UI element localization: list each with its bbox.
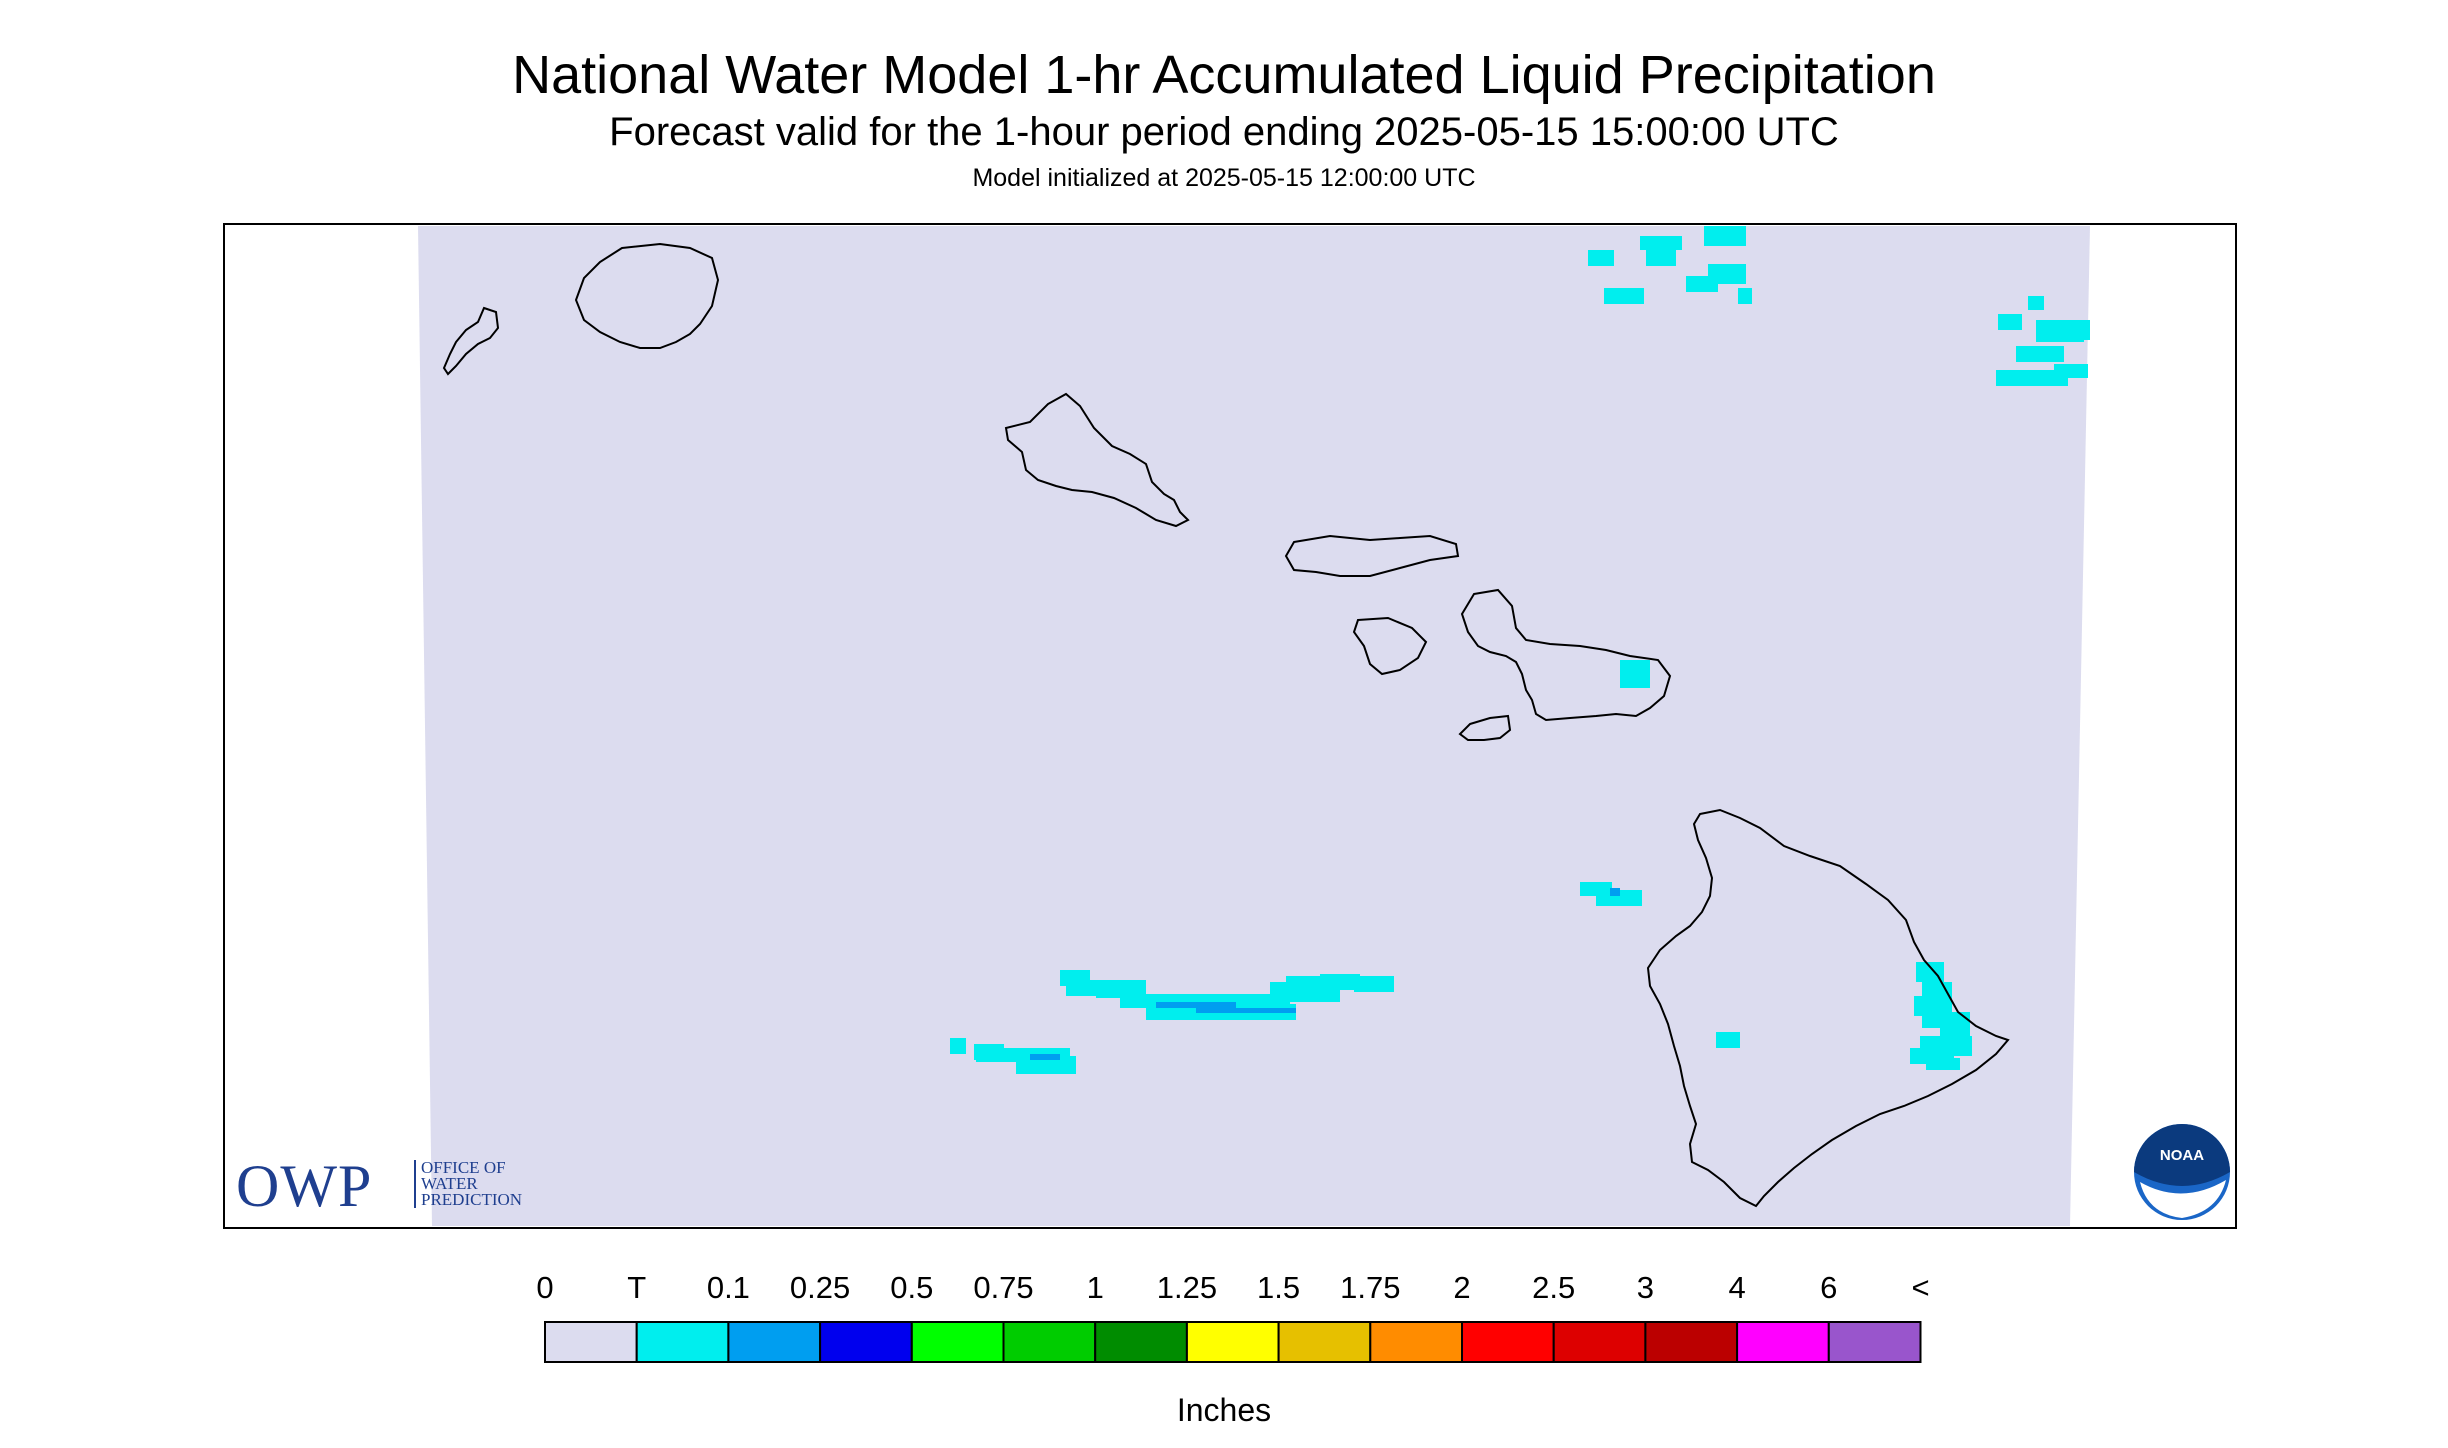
legend-swatch: [544, 1321, 638, 1363]
legend-label: 1: [1086, 1270, 1104, 1305]
owp-logo-subtitle: OFFICE OF WATER PREDICTION: [414, 1158, 523, 1209]
legend-label: 1.25: [1156, 1270, 1218, 1305]
forecast-subtitle: Forecast valid for the 1-hour period end…: [609, 110, 1839, 154]
precip-cell: [2070, 320, 2090, 340]
precip-cell: [1354, 976, 1394, 992]
precip-cell: [1646, 244, 1676, 266]
owp-logo-line3: PREDICTION: [421, 1190, 523, 1209]
coastline-kahoolawe: [1458, 714, 1512, 741]
precip-cell: [2016, 346, 2064, 362]
precip-cell: [1916, 962, 1944, 982]
coastline-oahu: [1004, 392, 1190, 528]
precip-cell: [2054, 364, 2088, 378]
precip-cell: [1604, 288, 1644, 304]
precip-cell: [1596, 890, 1642, 906]
legend-label: 4: [1728, 1270, 1746, 1305]
legend-swatch: [1552, 1321, 1647, 1363]
precip-cell: [1096, 980, 1146, 998]
legend-label: 2: [1453, 1270, 1471, 1305]
noaa-logo: NOAA: [2134, 1124, 2230, 1220]
precip-cell: [1588, 250, 1614, 266]
legend-swatch: [1369, 1321, 1464, 1363]
precip-cell-moderate: [1030, 1054, 1060, 1060]
precip-cell: [1704, 226, 1746, 246]
legend-swatch: [1644, 1321, 1739, 1363]
coastline-kauai: [574, 242, 720, 349]
owp-logo-line2: WATER: [421, 1174, 478, 1193]
legend-label: 0.75: [973, 1270, 1034, 1305]
legend-swatch: [1461, 1321, 1555, 1363]
legend-units-label: Inches: [1176, 1392, 1272, 1428]
legend-swatch: [1094, 1321, 1188, 1363]
legend-label: 2.5: [1532, 1270, 1576, 1305]
coastlines: [442, 242, 2010, 1208]
precip-cell: [1716, 1032, 1740, 1048]
legend-label: 1.75: [1340, 1270, 1401, 1305]
precip-cell-moderate: [1156, 1002, 1236, 1008]
legend-swatch: [727, 1321, 822, 1363]
coastline-niihau: [442, 306, 500, 376]
precip-cell: [950, 1038, 966, 1054]
legend-swatch: [910, 1321, 1005, 1363]
coastline-molokai: [1284, 534, 1460, 577]
precip-cell: [1620, 660, 1650, 688]
noaa-logo-text: NOAA: [2160, 1147, 2204, 1164]
legend-swatch: [1736, 1321, 1830, 1363]
precip-cell-moderate: [1196, 1008, 1296, 1013]
legend-swatch: [635, 1321, 730, 1363]
legend-label: 1.5: [1257, 1270, 1301, 1305]
legend-label: 0.5: [890, 1270, 934, 1305]
coastline-maui: [1460, 588, 1672, 722]
precip-cell: [1926, 1058, 1960, 1070]
precipitation-cells: [950, 226, 2090, 1074]
legend-label: 0.1: [706, 1270, 750, 1305]
legend-label: T: [627, 1270, 647, 1305]
legend-swatch: [1002, 1321, 1097, 1363]
model-domain-area: [418, 226, 2090, 1226]
legend-swatch: [1185, 1321, 1280, 1363]
chart-title: National Water Model 1-hr Accumulated Li…: [512, 45, 1936, 105]
coastline-hawaii: [1646, 808, 2010, 1208]
precip-cell-moderate: [1610, 888, 1620, 896]
legend-label: 0.25: [789, 1270, 851, 1305]
precip-cell: [1738, 288, 1752, 304]
legend-label: <: [1911, 1270, 1930, 1305]
precip-cell: [1996, 370, 2068, 386]
precip-cell: [1998, 314, 2022, 330]
legend-label: 3: [1636, 1270, 1655, 1305]
legend-label: 0: [536, 1270, 554, 1305]
coastline-lanai: [1352, 616, 1428, 676]
owp-logo-line1: OFFICE OF: [421, 1158, 506, 1177]
legend-swatch: [1827, 1321, 1922, 1363]
precip-cell: [2028, 296, 2044, 310]
legend-label: 6: [1820, 1270, 1838, 1305]
precip-cell: [1708, 264, 1746, 284]
model-init-text: Model initialized at 2025-05-15 12:00:00…: [972, 164, 1476, 192]
legend-swatch: [1277, 1321, 1372, 1363]
legend-colorbar: [544, 1321, 1922, 1363]
owp-logo-word: OWP: [236, 1153, 373, 1219]
precip-cell: [1320, 974, 1360, 988]
precip-cell: [1914, 996, 1952, 1016]
precip-cell: [1030, 1062, 1074, 1074]
legend-swatch: [819, 1321, 913, 1363]
